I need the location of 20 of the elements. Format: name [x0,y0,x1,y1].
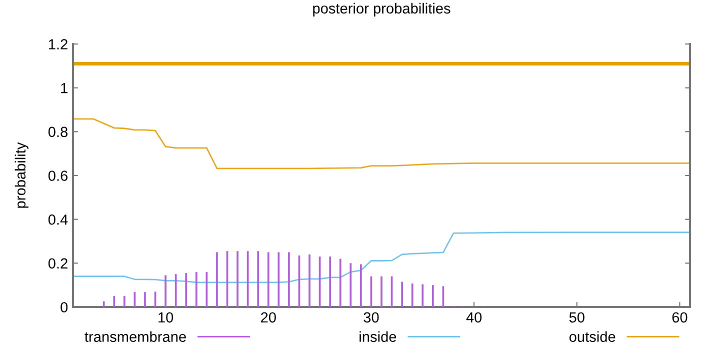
chart-title: posterior probabilities [313,2,450,16]
x-tick-label: 30 [364,312,379,323]
line-series [73,232,690,284]
y-tick-label: 1 [61,83,68,94]
x-tick-label: 10 [158,312,174,323]
x-tick-label: 40 [466,312,482,323]
y-tick-label: 0.4 [48,214,68,225]
y-axis-title: probability [14,142,28,208]
y-tick-label: 0 [60,302,68,312]
x-tick-label: 50 [569,312,584,323]
x-tick-label: 60 [672,312,688,323]
y-tick-label: 0.2 [48,258,68,269]
legend-label: inside [360,331,396,342]
line-series [73,118,690,170]
legend-label: outside [569,331,616,342]
x-tick-label: 20 [261,312,276,323]
legend-label: transmembrane [84,331,186,342]
y-tick-label: 0.6 [48,170,68,181]
y-tick-label: 0.8 [48,126,68,138]
y-tick-label: 1.2 [48,39,68,50]
